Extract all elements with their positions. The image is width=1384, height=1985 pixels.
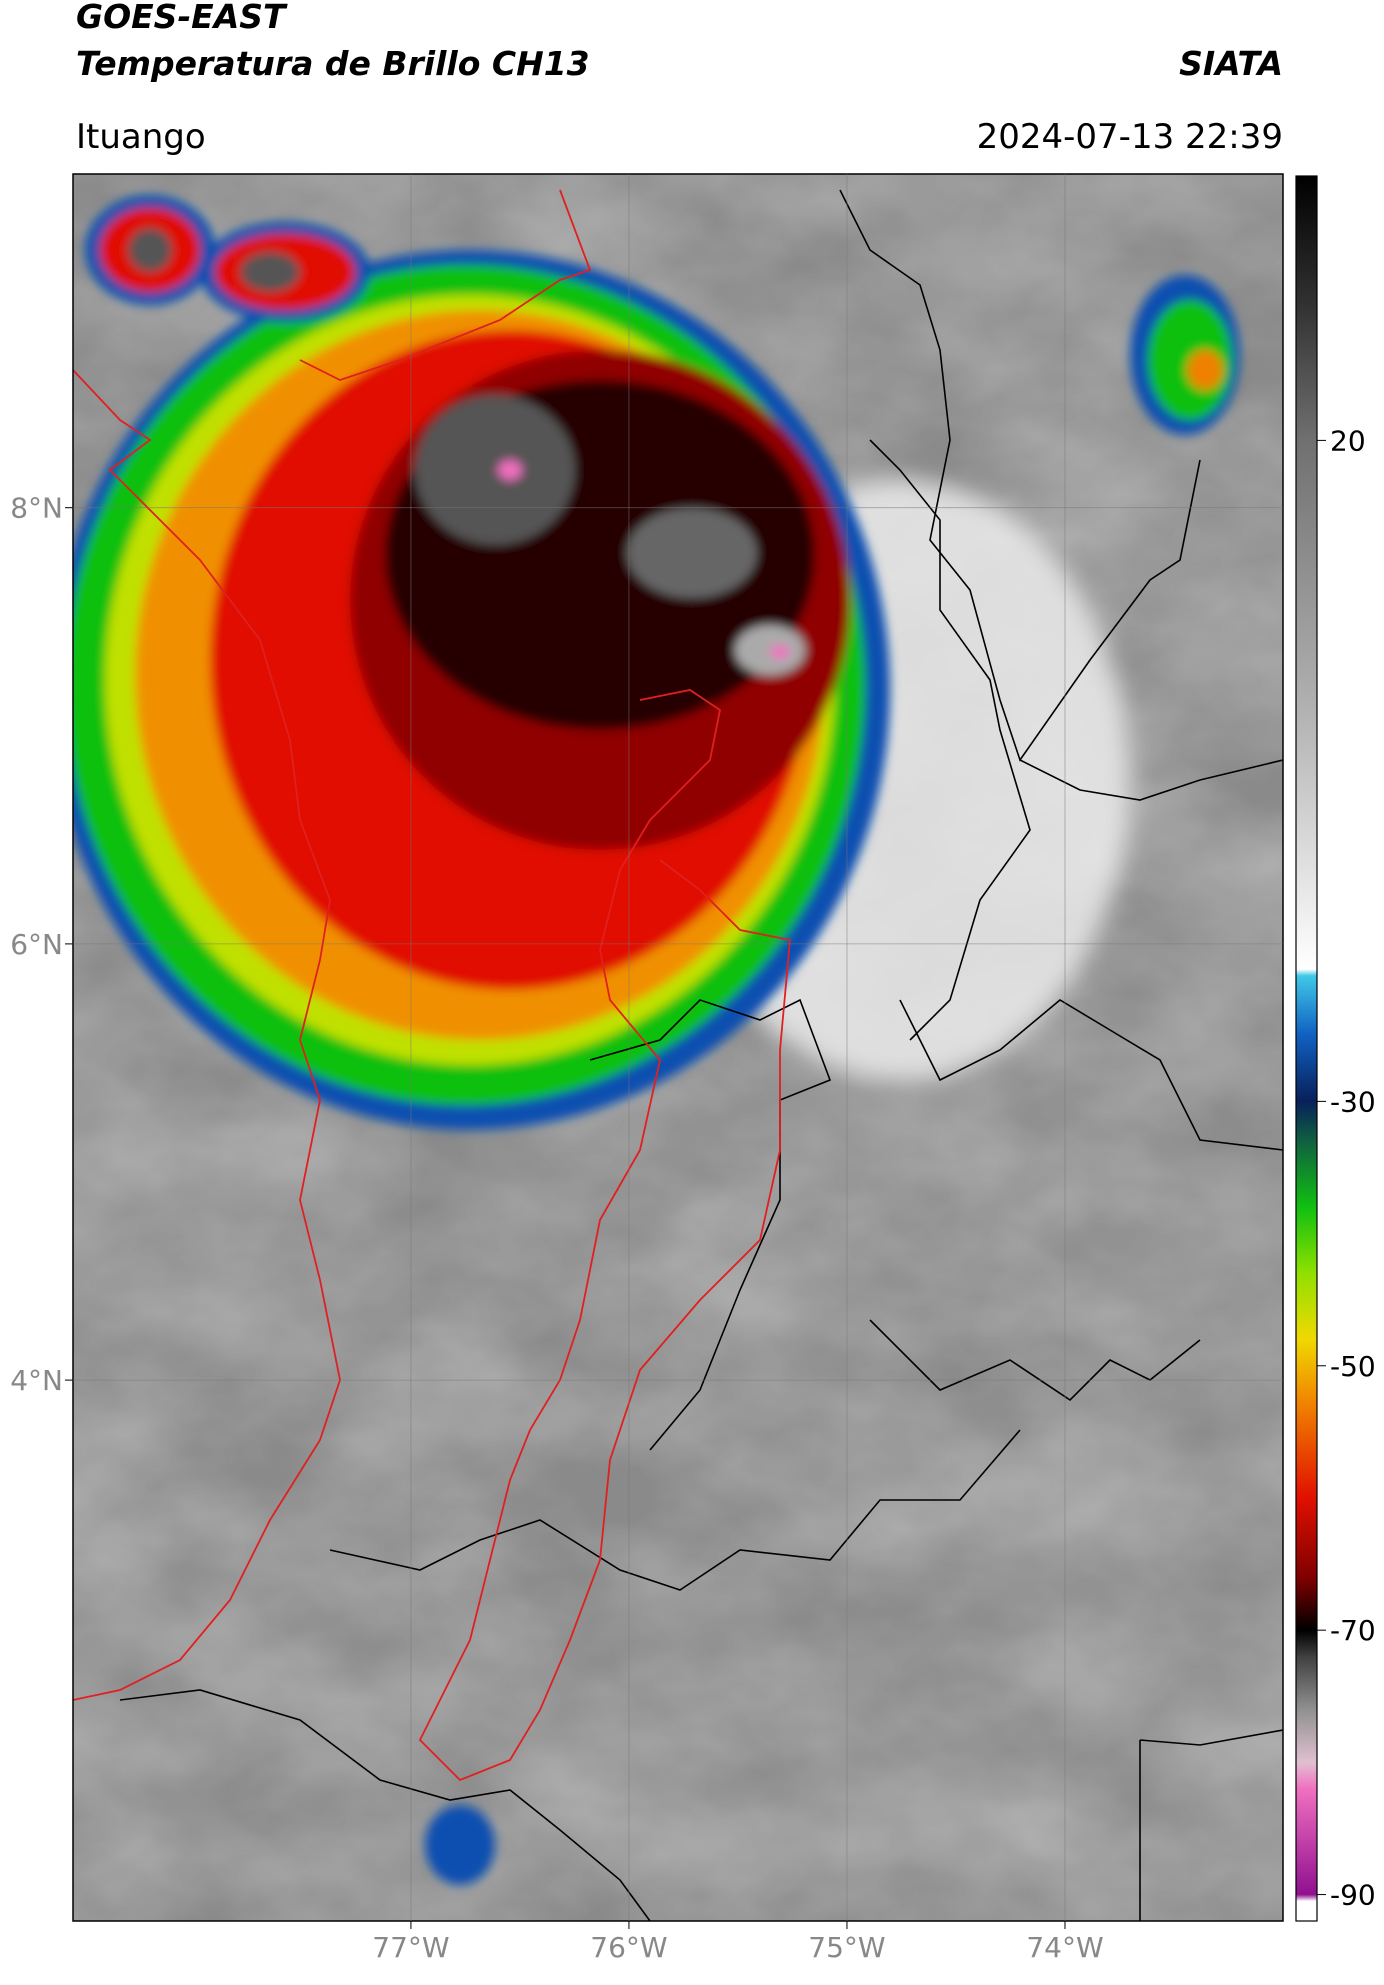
satellite-title: GOES-EAST (76, 0, 288, 36)
colorbar (1295, 175, 1318, 1922)
x-tick-label: 76°W (590, 1931, 667, 1964)
storm (73, 195, 1240, 1885)
product-title: Temperatura de Brillo CH13 (76, 44, 590, 83)
y-tick-label: 6°N (10, 928, 63, 961)
satellite-image (73, 174, 1283, 1921)
region-outline (73, 189, 791, 1782)
colorbar-tick-label: -90 (1330, 1879, 1376, 1912)
map-frame (72, 173, 1284, 1922)
colorbar-tick-label: 20 (1330, 424, 1366, 457)
y-tick-label: 8°N (10, 492, 63, 525)
boundaries (119, 189, 1283, 1921)
x-tick-label: 75°W (808, 1931, 885, 1964)
timestamp: 2024-07-13 22:39 (977, 117, 1283, 157)
colorbar-tick-label: -50 (1330, 1350, 1376, 1383)
colorbar-tick-label: -30 (1330, 1085, 1376, 1118)
agency: SIATA (1179, 44, 1283, 83)
location: Ituango (76, 117, 206, 157)
x-tick-label: 77°W (372, 1931, 449, 1964)
x-tick-label: 74°W (1026, 1931, 1103, 1964)
y-tick-label: 4°N (10, 1364, 63, 1397)
colorbar-tick-label: -70 (1330, 1614, 1376, 1647)
